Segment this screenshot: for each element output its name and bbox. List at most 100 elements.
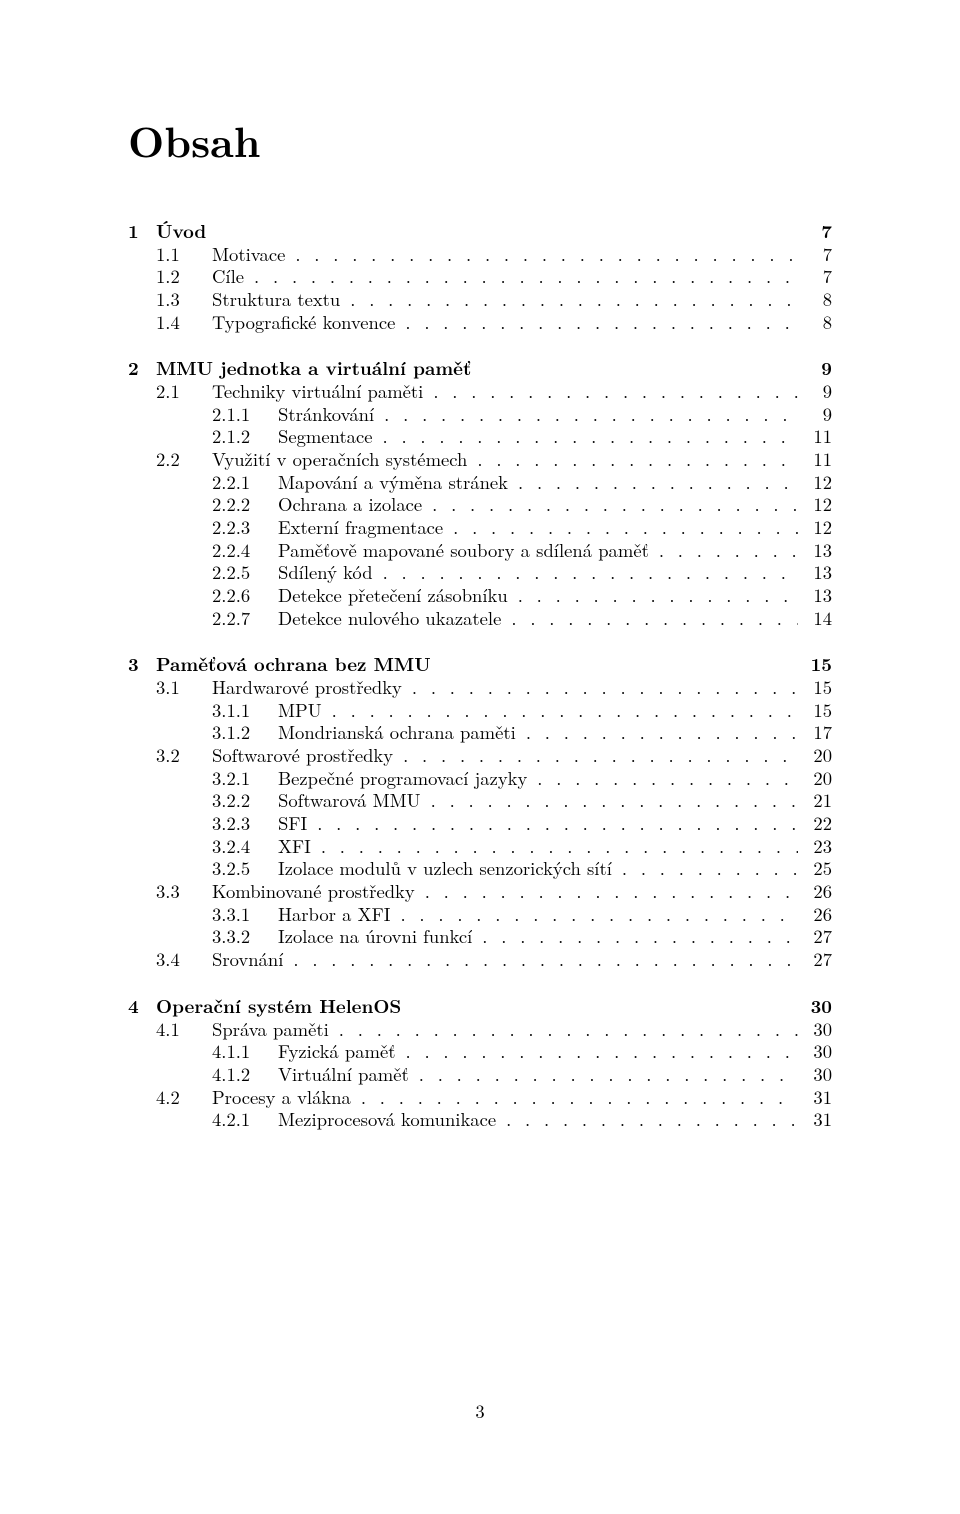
dot-leaders (395, 311, 798, 334)
toc-chapter: 3Paměťová ochrana bez MMU15 (128, 653, 832, 676)
toc-subsection-title: Segmentace (278, 425, 373, 448)
toc-subsection-title: Mapování a výměna stránek (278, 471, 508, 494)
toc-section-number: 3.3 (156, 880, 212, 903)
dot-leaders (393, 744, 798, 767)
toc-chapter-number: 3 (128, 653, 156, 676)
toc-section: 1.1Motivace7 (128, 243, 832, 266)
dot-leaders (340, 288, 798, 311)
toc-section-number: 1.3 (156, 288, 212, 311)
toc-subsection-title: Mondrianská ochrana paměti (278, 721, 516, 744)
toc-subsection-page: 12 (798, 493, 832, 516)
toc-subsection: 4.2.1Meziprocesová komunikace31 (128, 1108, 832, 1131)
toc-chapter-number: 4 (128, 995, 156, 1018)
dot-leaders (351, 1086, 798, 1109)
toc-subsection-title: Detekce nulového ukazatele (278, 607, 501, 630)
dot-leaders (516, 721, 798, 744)
toc-section-page: 8 (798, 311, 832, 334)
dot-leaders (443, 516, 798, 539)
toc-chapter-number: 2 (128, 357, 156, 380)
toc-section: 2.1Techniky virtuální paměti9 (128, 380, 832, 403)
toc-section-page: 11 (798, 448, 832, 471)
dot-leaders (374, 403, 798, 426)
dot-leaders (527, 767, 798, 790)
toc-section-title: Struktura textu (212, 288, 340, 311)
toc-subsection-title: Bezpečné programovací jazyky (278, 767, 527, 790)
toc-section-number: 1.2 (156, 265, 212, 288)
dot-leaders (373, 425, 799, 448)
toc-section-number: 1.1 (156, 243, 212, 266)
dot-leaders (423, 380, 798, 403)
toc-subsection: 3.3.2Izolace na úrovni funkcí27 (128, 925, 832, 948)
toc-subsection-page: 31 (798, 1108, 832, 1131)
toc-subsection: 2.2.2Ochrana a izolace12 (128, 493, 832, 516)
dot-leaders (415, 880, 798, 903)
toc-subsection: 3.2.5Izolace modulů v uzlech senzorickýc… (128, 857, 832, 880)
toc-subsection-page: 20 (798, 767, 832, 790)
toc-subsection: 4.1.1Fyzická paměť30 (128, 1040, 832, 1063)
toc-chapter-title: MMU jednotka a virtuální paměť (156, 357, 471, 380)
toc-section: 1.3Struktura textu 8 (128, 288, 832, 311)
toc-section-title: Procesy a vlákna (212, 1086, 351, 1109)
toc-chapter-title: Operační systém HelenOS (156, 995, 401, 1018)
toc-section-page: 7 (798, 265, 832, 288)
dot-leaders (649, 539, 798, 562)
dot-leaders (496, 1108, 798, 1131)
dot-leaders (472, 925, 798, 948)
toc-subsection-page: 9 (798, 403, 832, 426)
dot-leaders (396, 1040, 799, 1063)
dot-leaders (244, 265, 798, 288)
toc-section-page: 7 (798, 243, 832, 266)
toc-section-title: Využití v operačních systémech (212, 448, 467, 471)
toc-chapter-page: 7 (809, 220, 832, 243)
toc-chapter: 2MMU jednotka a virtuální paměť 9 (128, 357, 832, 380)
toc-chapter-title: Paměťová ochrana bez MMU (156, 653, 431, 676)
toc-subsection-number: 2.2.4 (212, 539, 278, 562)
toc-subsection-page: 13 (798, 539, 832, 562)
dot-leaders (409, 1063, 798, 1086)
toc-section-title: Techniky virtuální paměti (212, 380, 423, 403)
toc-subsection-title: Virtuální paměť (278, 1063, 409, 1086)
toc-subsection: 2.2.3Externí fragmentace12 (128, 516, 832, 539)
toc-subsection: 3.3.1Harbor a XFI26 (128, 903, 832, 926)
toc-subsection-page: 30 (798, 1063, 832, 1086)
toc-subsection-page: 17 (798, 721, 832, 744)
toc-subsection: 2.2.7Detekce nulového ukazatele14 (128, 607, 832, 630)
toc-section-number: 2.2 (156, 448, 212, 471)
toc-subsection-title: Sdílený kód (278, 561, 373, 584)
toc-subsection: 3.2.1Bezpečné programovací jazyky 20 (128, 767, 832, 790)
toc-heading: Obsah (128, 110, 832, 170)
toc-section-number: 3.2 (156, 744, 212, 767)
toc-subsection: 4.1.2Virtuální paměť 30 (128, 1063, 832, 1086)
dot-leaders (508, 471, 798, 494)
toc-section: 1.2Cíle7 (128, 265, 832, 288)
toc-section-title: Správa paměti (212, 1018, 329, 1041)
toc-subsection: 2.2.5Sdílený kód13 (128, 561, 832, 584)
dot-leaders (390, 903, 798, 926)
dot-leaders (467, 448, 798, 471)
toc-section-page: 8 (798, 288, 832, 311)
toc-subsection-page: 25 (798, 857, 832, 880)
toc-chapter: 4Operační systém HelenOS 30 (128, 995, 832, 1018)
toc-subsection-number: 4.1.2 (212, 1063, 278, 1086)
toc-chapter-page: 9 (809, 357, 832, 380)
toc-subsection-number: 3.2.1 (212, 767, 278, 790)
toc-subsection-page: 12 (798, 471, 832, 494)
dot-leaders (612, 857, 798, 880)
toc-subsection-page: 14 (798, 607, 832, 630)
toc-section-page: 15 (798, 676, 832, 699)
toc-subsection-number: 3.1.2 (212, 721, 278, 744)
toc-section-title: Srovnání (212, 948, 283, 971)
toc-chapter-title: Úvod (156, 220, 206, 243)
toc-subsection-page: 30 (798, 1040, 832, 1063)
toc-subsection-number: 2.1.1 (212, 403, 278, 426)
dot-leaders (508, 584, 798, 607)
toc-subsection-title: Detekce přetečení zásobníku (278, 584, 508, 607)
page: Obsah 1Úvod71.1Motivace71.2Cíle71.3Struk… (0, 0, 960, 1514)
toc-subsection-title: Izolace na úrovni funkcí (278, 925, 472, 948)
toc-subsection-title: Izolace modulů v uzlech senzorických sít… (278, 857, 612, 880)
toc-subsection: 2.1.1Stránkování9 (128, 403, 832, 426)
toc-subsection-page: 21 (798, 789, 832, 812)
toc-chapter-page: 30 (799, 995, 832, 1018)
toc-subsection-page: 26 (798, 903, 832, 926)
toc-subsection-page: 23 (798, 835, 832, 858)
